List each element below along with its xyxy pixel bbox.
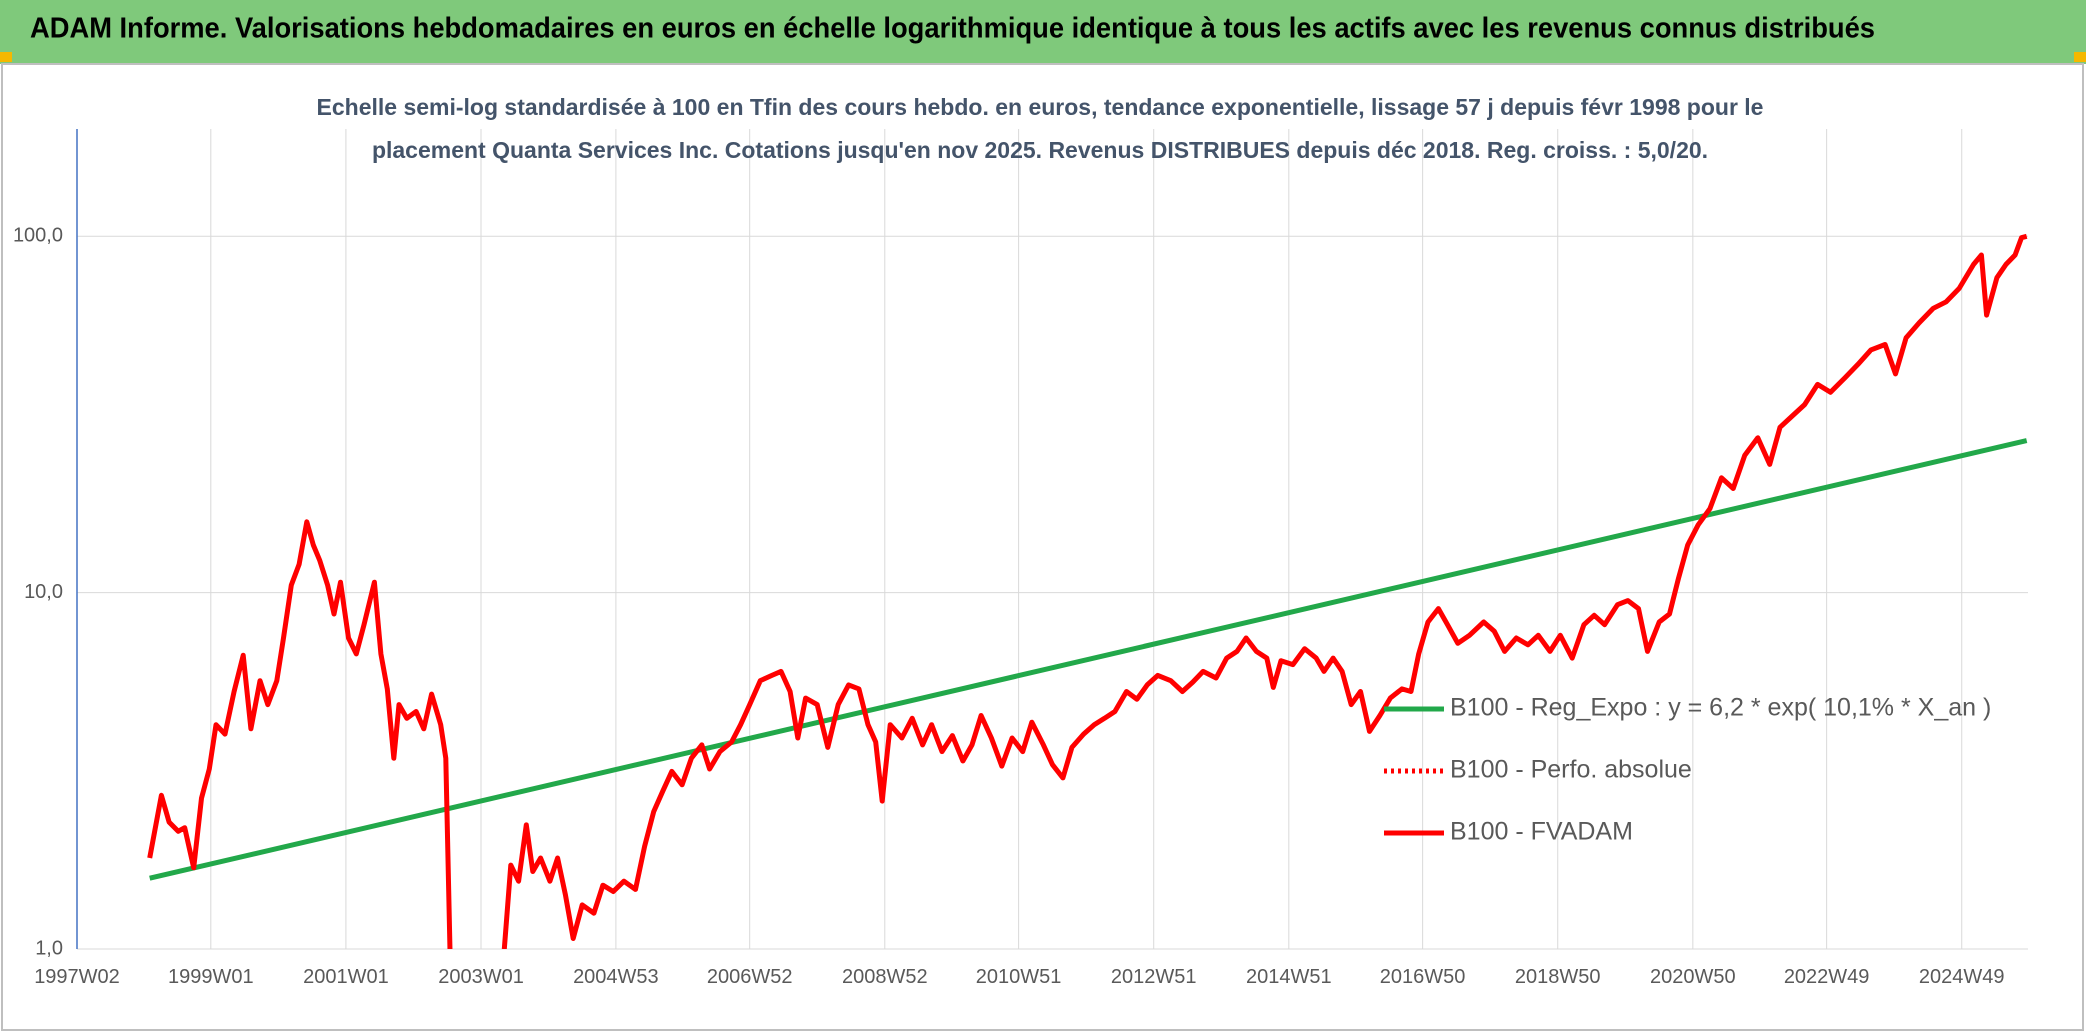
x-tick-label: 2016W50 (1380, 966, 1466, 988)
x-tick-label: 2012W51 (1111, 966, 1197, 988)
legend-label: B100 - FVADAM (1450, 818, 1633, 846)
x-tick-label: 2003W01 (438, 966, 524, 988)
corner-mark (0, 52, 12, 62)
x-tick-label: 2001W01 (303, 966, 389, 988)
plot-area (147, 233, 2028, 949)
legend: B100 - Reg_Expo : y = 6,2 * exp( 10,1% *… (1384, 694, 1991, 846)
x-tick-label: 2010W51 (976, 966, 1062, 988)
x-tick-label: 2004W53 (573, 966, 659, 988)
title-banner (0, 0, 2086, 64)
chart-frame (1, 63, 2084, 1031)
legend-label: B100 - Perfo. absolue (1450, 756, 1692, 784)
y-tick-label: 1,0 (35, 937, 63, 959)
x-tick-label: 2006W52 (707, 966, 793, 988)
x-tick-label: 2008W52 (842, 966, 928, 988)
chart-subtitle: Echelle semi-log standardisée à 100 en T… (316, 94, 1764, 163)
series-line (147, 233, 2028, 949)
y-tick-label: 100,0 (13, 225, 63, 247)
x-tick-label: 2020W50 (1650, 966, 1736, 988)
x-tick-label: 2014W51 (1246, 966, 1332, 988)
chart-title: ADAM Informe. Valorisations hebdomadaire… (30, 13, 1875, 45)
legend-label: B100 - Reg_Expo : y = 6,2 * exp( 10,1% *… (1450, 694, 1991, 722)
x-tick-label: 1999W01 (168, 966, 254, 988)
x-tick-label: 1997W02 (34, 966, 120, 988)
series-line (149, 438, 2028, 881)
corner-mark (2074, 52, 2086, 62)
y-tick-label: 10,0 (24, 581, 63, 603)
x-tick-label: 2018W50 (1515, 966, 1601, 988)
x-tick-label: 2024W49 (1919, 966, 2005, 988)
x-tick-label: 2022W49 (1784, 966, 1870, 988)
